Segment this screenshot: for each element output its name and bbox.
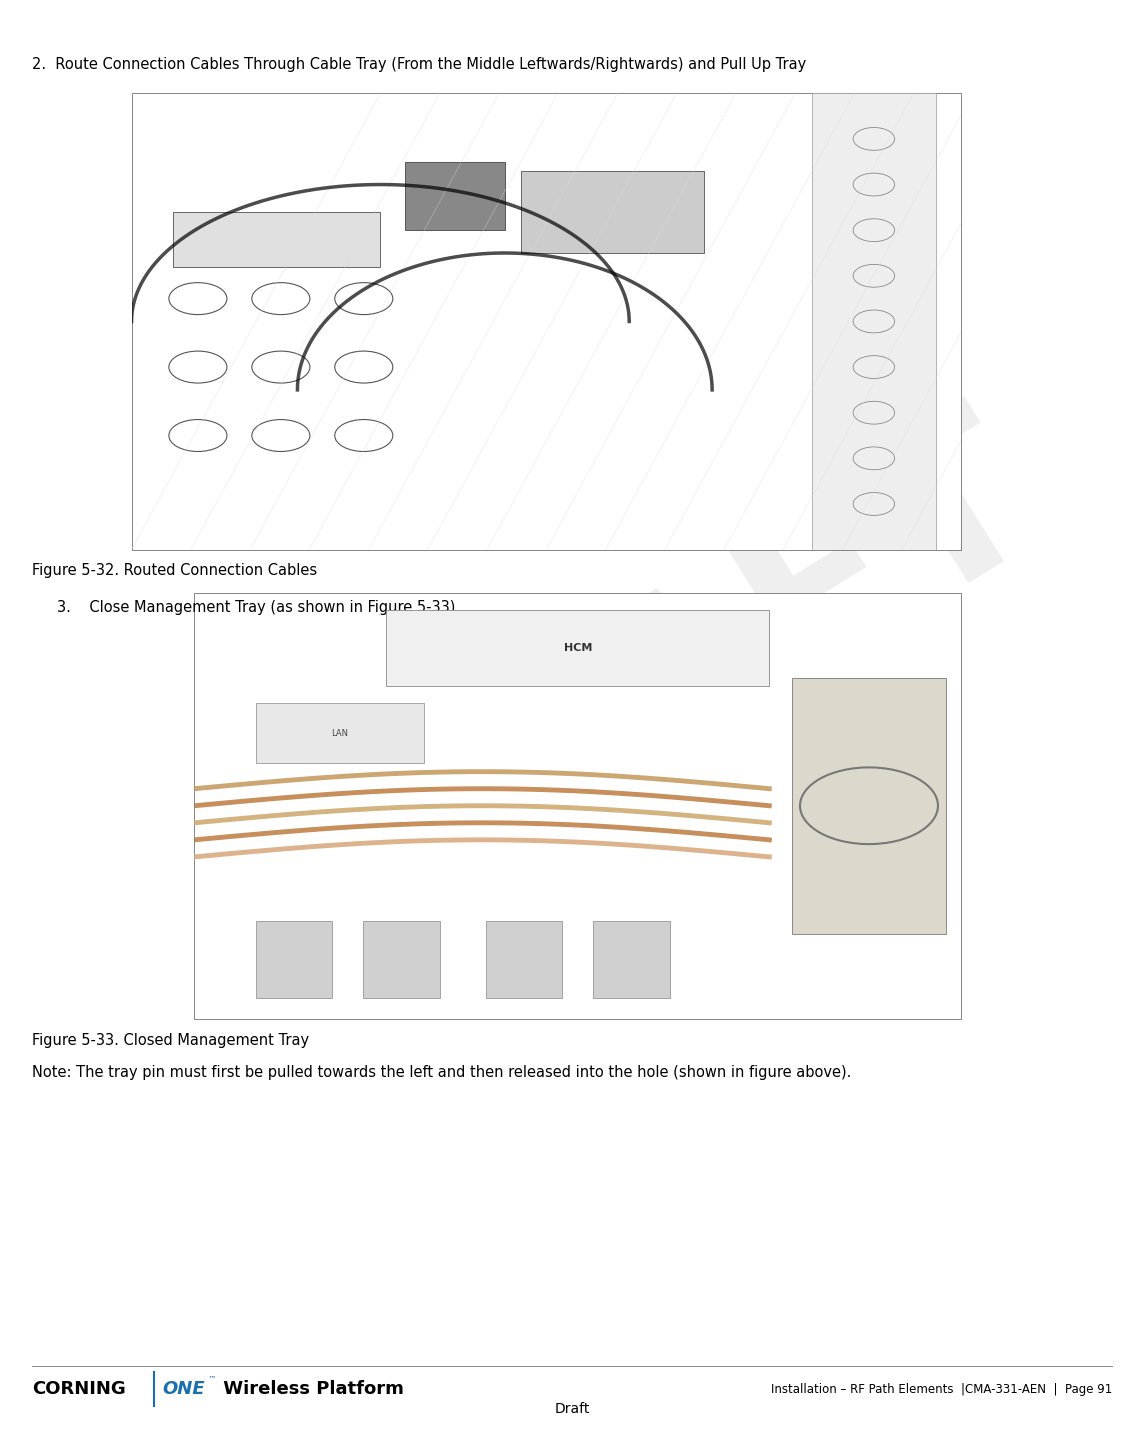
Text: Wireless Platform: Wireless Platform	[217, 1380, 404, 1398]
Bar	[256, 703, 424, 763]
Text: Figure 5-32. Routed Connection Cables: Figure 5-32. Routed Connection Cables	[32, 563, 317, 577]
Bar	[593, 921, 669, 997]
Text: CORNING: CORNING	[32, 1380, 126, 1398]
Text: Installation – RF Path Elements  |CMA-331-AEN  |  Page 91: Installation – RF Path Elements |CMA-331…	[771, 1382, 1112, 1396]
Text: HCM: HCM	[564, 643, 591, 653]
Bar	[173, 212, 380, 267]
Bar	[405, 162, 505, 230]
Text: ™: ™	[208, 1375, 216, 1383]
Bar	[363, 921, 439, 997]
Bar	[194, 593, 961, 1019]
Bar	[486, 921, 563, 997]
Text: Note: The tray pin must first be pulled towards the left and then released into : Note: The tray pin must first be pulled …	[32, 1065, 851, 1079]
Text: Draft: Draft	[555, 1402, 589, 1416]
Bar	[522, 171, 704, 253]
Text: 3.    Close Management Tray (as shown in Figure 5-33): 3. Close Management Tray (as shown in Fi…	[57, 600, 455, 614]
Bar	[132, 93, 961, 550]
Text: 2.  Route Connection Cables Through Cable Tray (From the Middle Leftwards/Rightw: 2. Route Connection Cables Through Cable…	[32, 57, 807, 72]
Bar	[811, 93, 936, 550]
Bar	[793, 677, 946, 934]
Bar	[387, 610, 769, 686]
Text: DRAFT: DRAFT	[254, 377, 1073, 1000]
Bar	[256, 921, 333, 997]
Text: Figure 5-33. Closed Management Tray: Figure 5-33. Closed Management Tray	[32, 1033, 309, 1048]
Text: LAN: LAN	[332, 729, 349, 738]
Text: ONE: ONE	[162, 1380, 205, 1398]
